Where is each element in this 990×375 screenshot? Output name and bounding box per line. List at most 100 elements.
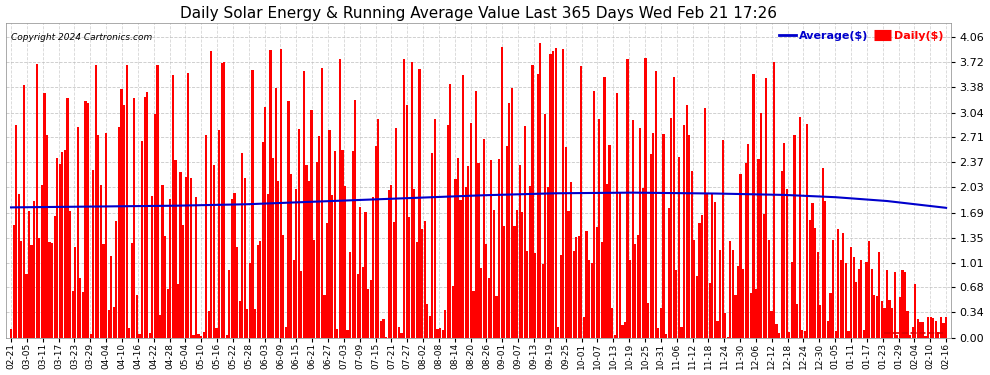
Bar: [362, 267, 364, 338]
Bar: [369, 280, 372, 338]
Bar: [598, 119, 600, 338]
Bar: [627, 59, 629, 338]
Bar: [596, 226, 598, 338]
Bar: [744, 163, 746, 338]
Bar: [259, 241, 261, 338]
Bar: [901, 270, 904, 338]
Bar: [429, 316, 431, 338]
Bar: [583, 316, 585, 338]
Bar: [514, 226, 516, 338]
Bar: [511, 88, 513, 338]
Bar: [285, 327, 287, 338]
Bar: [92, 170, 94, 338]
Bar: [778, 333, 780, 338]
Bar: [318, 136, 321, 338]
Bar: [354, 100, 356, 338]
Bar: [66, 98, 68, 338]
Bar: [567, 211, 569, 338]
Bar: [311, 110, 313, 338]
Bar: [97, 135, 99, 338]
Bar: [470, 123, 472, 338]
Bar: [685, 105, 688, 338]
Bar: [534, 253, 537, 338]
Bar: [588, 260, 590, 338]
Bar: [208, 310, 210, 338]
Bar: [387, 190, 390, 338]
Bar: [300, 271, 302, 338]
Bar: [521, 212, 524, 338]
Bar: [446, 125, 448, 338]
Bar: [516, 210, 518, 338]
Bar: [614, 335, 616, 338]
Bar: [223, 62, 226, 338]
Bar: [331, 195, 334, 338]
Bar: [637, 235, 639, 338]
Bar: [400, 333, 403, 338]
Bar: [640, 128, 642, 338]
Bar: [177, 284, 179, 338]
Bar: [775, 324, 777, 338]
Bar: [672, 76, 675, 338]
Bar: [722, 140, 724, 338]
Bar: [652, 133, 654, 338]
Bar: [907, 311, 909, 338]
Bar: [693, 240, 695, 338]
Bar: [10, 329, 12, 338]
Bar: [927, 317, 930, 338]
Bar: [847, 331, 849, 338]
Bar: [749, 292, 752, 338]
Bar: [654, 71, 657, 338]
Bar: [930, 317, 932, 338]
Bar: [844, 262, 847, 338]
Bar: [622, 326, 624, 338]
Bar: [698, 223, 701, 338]
Bar: [462, 75, 464, 338]
Bar: [148, 333, 150, 338]
Bar: [888, 300, 891, 338]
Bar: [812, 203, 814, 338]
Bar: [364, 212, 366, 338]
Bar: [557, 327, 559, 338]
Bar: [688, 135, 690, 338]
Bar: [421, 229, 423, 338]
Bar: [56, 158, 58, 338]
Bar: [863, 330, 865, 338]
Bar: [64, 150, 66, 338]
Bar: [316, 162, 318, 338]
Bar: [933, 318, 935, 338]
Bar: [670, 118, 672, 338]
Bar: [210, 51, 213, 338]
Bar: [464, 187, 467, 338]
Bar: [616, 93, 619, 338]
Bar: [532, 65, 534, 338]
Bar: [912, 327, 914, 338]
Bar: [100, 185, 102, 338]
Bar: [865, 262, 867, 338]
Bar: [801, 330, 803, 338]
Bar: [852, 257, 854, 338]
Bar: [572, 251, 575, 338]
Bar: [256, 245, 258, 338]
Bar: [442, 330, 444, 338]
Bar: [814, 228, 816, 338]
Bar: [329, 130, 331, 338]
Bar: [413, 189, 416, 338]
Bar: [121, 89, 123, 338]
Bar: [724, 314, 727, 338]
Bar: [303, 71, 305, 338]
Bar: [123, 105, 125, 338]
Bar: [524, 126, 526, 338]
Bar: [272, 158, 274, 338]
Bar: [945, 317, 947, 338]
Bar: [765, 78, 767, 338]
Bar: [95, 64, 97, 338]
Bar: [562, 49, 564, 338]
Bar: [742, 269, 744, 338]
Bar: [71, 291, 74, 338]
Bar: [356, 274, 359, 338]
Bar: [161, 185, 163, 338]
Bar: [914, 285, 917, 338]
Bar: [838, 229, 840, 338]
Bar: [269, 50, 271, 338]
Bar: [904, 272, 906, 338]
